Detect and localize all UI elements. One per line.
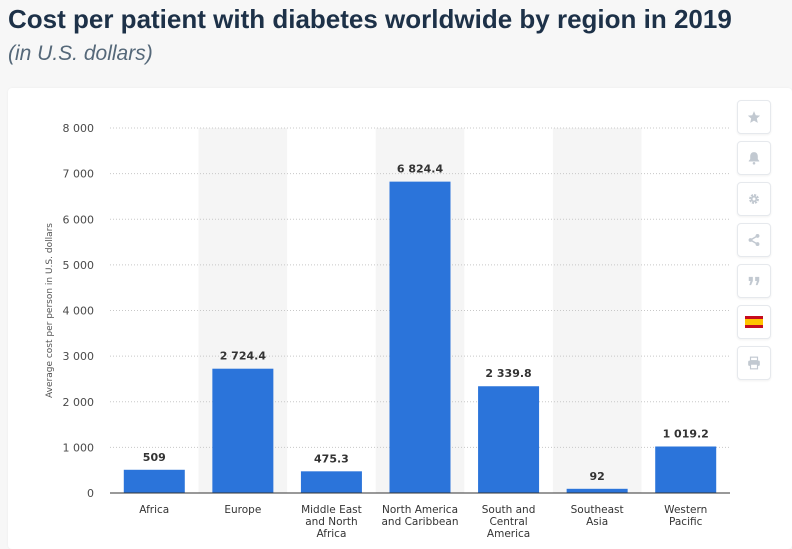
print-button[interactable]	[737, 346, 771, 380]
category-label: Middle East and North Africa	[301, 504, 362, 540]
share-button[interactable]	[737, 223, 771, 257]
category-label: Southeast Asia	[571, 504, 624, 528]
y-tick-label: 3 000	[63, 350, 95, 363]
chart-card: 0 1 000 2 000 3 000 4 000 5 000 6 000 7 000 8 00…	[8, 88, 792, 549]
y-tick-label: 4 000	[63, 305, 95, 318]
category-label: Western Pacific	[664, 504, 707, 528]
value-label: 1 019.2	[663, 427, 709, 440]
bar[interactable]	[478, 386, 540, 493]
spain-flag-icon	[745, 316, 763, 328]
settings-button[interactable]	[737, 182, 771, 216]
gear-icon	[747, 192, 761, 206]
y-tick-label: 5 000	[63, 259, 95, 272]
value-label: 2 339.8	[485, 367, 531, 380]
notification-button[interactable]	[737, 141, 771, 175]
page-subtitle: (in U.S. dollars)	[8, 42, 153, 65]
star-icon	[747, 110, 761, 124]
quote-icon	[747, 274, 761, 288]
share-icon	[747, 233, 761, 247]
y-tick-label: 7 000	[63, 168, 95, 181]
cite-button[interactable]	[737, 264, 771, 298]
value-label: 6 824.4	[397, 163, 444, 176]
category-label: North America and Caribbean	[382, 504, 459, 528]
value-label: 2 724.4	[220, 350, 267, 363]
category-label: Europe	[224, 504, 261, 516]
y-tick-label: 6 000	[63, 213, 95, 226]
favorite-button[interactable]	[737, 100, 771, 134]
bar[interactable]	[212, 368, 274, 493]
y-tick-label: 0	[87, 487, 94, 500]
printer-icon	[747, 356, 761, 370]
page-title: Cost per patient with diabetes worldwide…	[8, 4, 732, 34]
y-axis-title: Average cost per person in U.S. dollars	[45, 223, 55, 398]
bar[interactable]	[655, 446, 717, 493]
bar[interactable]	[566, 488, 628, 493]
y-tick-label: 1 000	[63, 441, 95, 454]
language-button[interactable]	[737, 305, 771, 339]
value-label: 509	[143, 451, 166, 464]
category-label: Africa	[139, 504, 169, 516]
y-tick-label: 8 000	[63, 122, 95, 135]
category-label: South and Central America	[482, 504, 536, 540]
bell-icon	[747, 151, 761, 165]
value-label: 92	[589, 470, 604, 483]
bar[interactable]	[389, 181, 451, 493]
bar[interactable]	[300, 471, 362, 493]
bar[interactable]	[123, 469, 185, 493]
y-tick-label: 2 000	[63, 396, 95, 409]
bar-chart: 0 1 000 2 000 3 000 4 000 5 000 6 000 7 000 8 00…	[45, 122, 730, 540]
value-label: 475.3	[314, 452, 349, 465]
